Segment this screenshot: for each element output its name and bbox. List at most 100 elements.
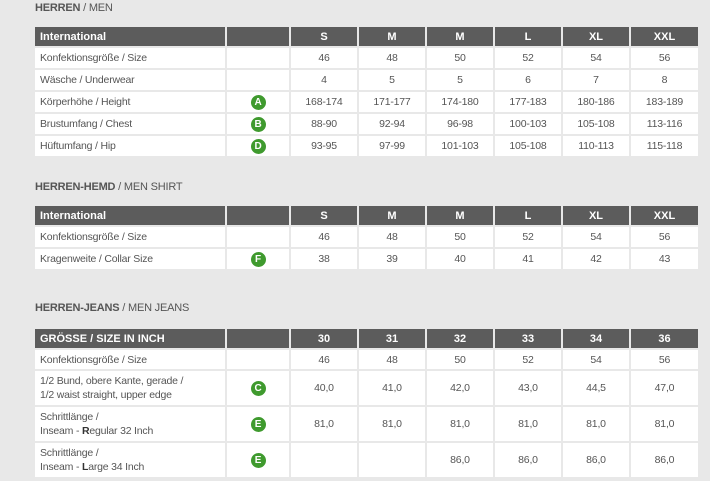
size-value: 46	[291, 350, 357, 369]
size-value: 105-108	[563, 114, 629, 134]
size-value: 110-113	[563, 136, 629, 156]
size-value: 50	[427, 227, 493, 247]
size-value: 8	[631, 70, 698, 90]
size-value: 86,0	[495, 443, 561, 477]
size-value: 81,0	[631, 407, 698, 441]
badge-cell	[227, 70, 289, 90]
size-value: 42,0	[427, 371, 493, 405]
header-row: International S M M L XL XXL	[35, 206, 698, 225]
label-de: Konfektionsgröße	[40, 52, 120, 64]
table-row: Kragenweite / Collar Size F 38 39 40 41 42 43	[35, 249, 698, 269]
badge-cell: A	[227, 92, 289, 112]
size-value: 5	[359, 70, 425, 90]
table-row: Schrittlänge / Inseam - Large 34 Inch E 86,…	[35, 443, 698, 477]
size-value: 42	[563, 249, 629, 269]
badge-cell: D	[227, 136, 289, 156]
size-value: 100-103	[495, 114, 561, 134]
size-value: 56	[631, 227, 698, 247]
size-value: 86,0	[427, 443, 493, 477]
label-en: Size	[127, 353, 147, 366]
label-sep: /	[119, 52, 128, 64]
label-de: Kragenweite	[40, 253, 97, 265]
header-size: 36	[631, 329, 698, 348]
label-sep: /	[76, 74, 85, 86]
label-en: Underwear	[84, 74, 135, 86]
size-value	[291, 443, 357, 477]
size-value: 7	[563, 70, 629, 90]
label-de: Hüftumfang	[40, 140, 93, 152]
size-value: 168-174	[291, 92, 357, 112]
label-en-suffix: egular 32 Inch	[89, 425, 154, 437]
size-value: 46	[291, 48, 357, 68]
section-title-sub: / MEN	[80, 2, 113, 14]
size-value: 5	[427, 70, 493, 90]
size-value: 86,0	[631, 443, 698, 477]
size-value: 38	[291, 249, 357, 269]
badge-cell	[227, 350, 289, 369]
label-en: Chest	[105, 118, 133, 130]
badge-cell: B	[227, 114, 289, 134]
section-title: HERREN / MEN	[35, 2, 113, 14]
size-value: 40	[427, 249, 493, 269]
label-en: Size	[127, 52, 147, 64]
header-label: International	[35, 27, 225, 46]
label-sep: /	[92, 96, 102, 108]
header-size: 34	[563, 329, 629, 348]
size-value: 56	[631, 350, 698, 369]
size-value: 174-180	[427, 92, 493, 112]
size-value: 44,5	[563, 371, 629, 405]
label-sep: /	[93, 447, 99, 459]
label-de: Wäsche	[40, 74, 77, 86]
label-sep: /	[119, 231, 128, 243]
size-value: 48	[359, 48, 425, 68]
size-value: 92-94	[359, 114, 425, 134]
size-value: 54	[563, 227, 629, 247]
header-size: S	[291, 206, 357, 225]
row-label: Wäsche / Underwear	[35, 70, 225, 90]
row-label: Brustumfang / Chest	[35, 114, 225, 134]
size-value: 105-108	[495, 136, 561, 156]
table-row: Hüftumfang / Hip D 93-95 97-99 101-103 105-10…	[35, 136, 698, 156]
size-value: 48	[359, 227, 425, 247]
header-size: 31	[359, 329, 425, 348]
table-row: Brustumfang / Chest B 88-90 92-94 96-98 100-1…	[35, 114, 698, 134]
size-value: 52	[495, 350, 561, 369]
size-value: 171-177	[359, 92, 425, 112]
measure-badge-e: E	[250, 416, 266, 432]
label-de: 1/2 Bund, obere Kante, gerade	[40, 375, 178, 387]
section-title: HERREN-HEMD / MEN SHIRT	[35, 181, 183, 193]
section-title-bold: HERREN	[35, 2, 81, 14]
size-value: 115-118	[631, 136, 698, 156]
section-title: HERREN-JEANS / MEN JEANS	[35, 302, 189, 314]
size-value: 6	[495, 70, 561, 90]
size-value: 97-99	[359, 136, 425, 156]
header-row: GRÖSSE / SIZE IN INCH 30 31 32 33 34 36	[35, 329, 698, 348]
header-row: International S M M L XL XXL	[35, 27, 698, 46]
size-value: 50	[427, 48, 493, 68]
row-label: Konfektionsgröße / Size	[35, 227, 225, 247]
measure-badge-b: B	[250, 116, 266, 132]
table-row: Konfektionsgröße / Size 46 48 50 52 54 56	[35, 48, 698, 68]
size-value: 81,0	[359, 407, 425, 441]
label-sep: /	[97, 118, 106, 130]
header-size: XXL	[631, 206, 698, 225]
size-value: 43	[631, 249, 698, 269]
header-size: M	[427, 206, 493, 225]
badge-cell: C	[227, 371, 289, 405]
header-size: L	[495, 206, 561, 225]
section-title-bold: HERREN-HEMD	[35, 181, 116, 193]
row-label: Schrittlänge / Inseam - Large 34 Inch	[35, 443, 225, 477]
header-size: S	[291, 27, 357, 46]
size-value: 101-103	[427, 136, 493, 156]
header-label: International	[35, 206, 225, 225]
row-label: Körperhöhe / Height	[35, 92, 225, 112]
label-sep: /	[92, 140, 101, 152]
size-value: 56	[631, 48, 698, 68]
header-size: 33	[495, 329, 561, 348]
size-value: 48	[359, 350, 425, 369]
label-de: Schrittlänge	[40, 447, 94, 459]
header-size: 30	[291, 329, 357, 348]
size-value: 41	[495, 249, 561, 269]
table-row: Körperhöhe / Height A 168-174 171-177 174-18…	[35, 92, 698, 112]
size-table: International S M M L XL XXL Konfektionsgröße /…	[33, 25, 700, 158]
